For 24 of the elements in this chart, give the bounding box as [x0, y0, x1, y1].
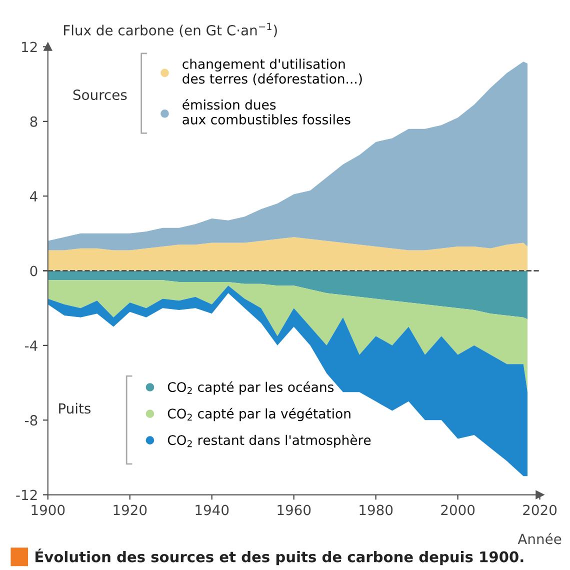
y-tick-label: -12: [16, 490, 37, 500]
text: Évolution des sources et des puits de carbone depuis 1900.: [36, 548, 524, 566]
y-tick-label: -8: [24, 415, 38, 426]
legend-label: émission dues aux combustibles fossiles: [182, 98, 350, 124]
x-tick-label: 1940: [196, 504, 229, 516]
x-tick-label: 1980: [360, 504, 393, 516]
x-tick-label: 2000: [441, 504, 475, 516]
legend-label: changement d'utilisation des terres (déforestation...): [182, 58, 362, 86]
y-tick-label: 12: [22, 42, 37, 52]
x-tick-label: 2020: [523, 504, 557, 516]
legend-label: CO$_{2}$ restant dans l'atmosphère: [168, 434, 371, 448]
x-axis-title: Année: [518, 532, 562, 544]
y-tick-label: 0: [30, 266, 38, 276]
annotation: Sources: [73, 90, 127, 100]
y-axis-title: Flux de carbone (en Gt C·an$^{−1}$): [64, 22, 277, 38]
x-tick-label: 1920: [114, 504, 147, 516]
legend-label: CO$_{2}$ capté par la végétation: [168, 408, 350, 422]
x-tick-label: 1900: [32, 504, 65, 516]
y-tick-label: 8: [30, 116, 38, 127]
y-tick-label: 4: [30, 191, 38, 202]
x-tick-label: 1960: [278, 504, 311, 516]
legend-label: CO$_{2}$ capté par les océans: [168, 381, 334, 395]
annotation: Puits: [59, 402, 91, 414]
y-tick-label: -4: [24, 340, 38, 351]
